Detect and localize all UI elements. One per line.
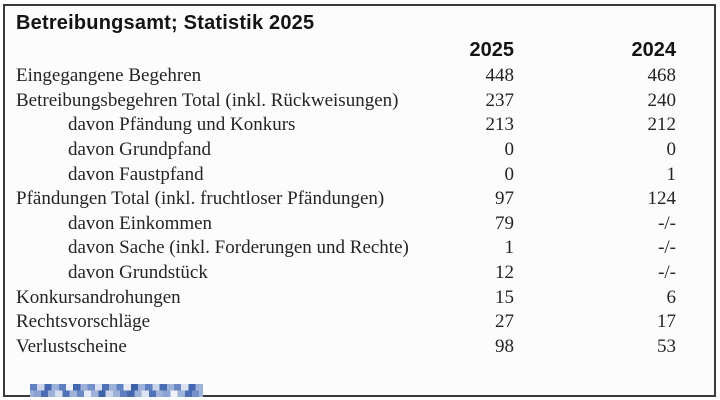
table-row: davon Einkommen 79 -/- (5, 212, 714, 237)
table-row: davon Pfändung und Konkurs 213 212 (5, 113, 714, 138)
value-2024: 124 (647, 188, 677, 210)
value-2024: 240 (647, 89, 677, 111)
column-header-row: 2025 2024 (5, 38, 714, 63)
row-label: Betreibungsbegehren Total (inkl. Rückwei… (16, 89, 399, 111)
row-label: Eingegangene Begehren (16, 65, 202, 86)
row-label: Verlustscheine (16, 336, 127, 358)
value-2025: 79 (495, 212, 514, 234)
table-row: davon Sache (inkl. Forderungen und Recht… (5, 236, 714, 261)
value-2024: 212 (647, 114, 677, 136)
value-2025: 98 (495, 336, 514, 358)
row-label: davon Pfändung und Konkurs (68, 114, 296, 136)
table-row: davon Grundpfand 0 0 (5, 138, 714, 163)
value-2025: 0 (504, 163, 515, 185)
value-2025: 0 (504, 138, 515, 160)
column-header-2024: 2024 (631, 39, 677, 61)
table-row: Pfändungen Total (inkl. fruchtloser Pfän… (5, 187, 714, 212)
table-row: Verlustscheine 98 53 (5, 335, 714, 360)
value-2025: 448 (485, 65, 515, 86)
value-2024: -/- (658, 237, 676, 259)
value-2025: 97 (495, 188, 514, 210)
table-title: Betreibungsamt; Statistik 2025 (16, 12, 315, 34)
value-2024: 468 (647, 65, 677, 86)
table-frame: Betreibungsamt; Statistik 2025 2025 2024… (3, 4, 716, 397)
column-header-2025: 2025 (469, 39, 515, 61)
row-label: davon Grundstück (68, 262, 208, 284)
value-2024: -/- (658, 262, 676, 284)
row-label: Konkursandrohungen (16, 286, 181, 308)
table-body: Eingegangene Begehren 448 468 Betreibung… (5, 64, 714, 360)
table-row: Konkursandrohungen 15 6 (5, 286, 714, 311)
table-row: Eingegangene Begehren 448 468 (5, 64, 714, 89)
row-label: davon Faustpfand (68, 163, 204, 185)
row-label: davon Einkommen (68, 212, 213, 234)
value-2025: 1 (504, 237, 515, 259)
value-2024: 17 (657, 311, 676, 333)
value-2025: 237 (485, 89, 515, 111)
value-2024: 6 (666, 286, 677, 308)
row-label: davon Sache (inkl. Forderungen und Recht… (68, 237, 409, 259)
value-2025: 12 (495, 262, 514, 284)
value-2024: 0 (666, 138, 677, 160)
table-row: davon Grundstück 12 -/- (5, 261, 714, 286)
table-row: Betreibungsbegehren Total (inkl. Rückwei… (5, 89, 714, 114)
value-2025: 15 (495, 286, 514, 308)
value-2025: 27 (495, 311, 514, 333)
row-label: Rechtsvorschläge (16, 311, 151, 333)
pixelated-redaction-mosaic (30, 384, 203, 397)
value-2024: 1 (666, 163, 677, 185)
value-2024: -/- (658, 212, 676, 234)
table-row: davon Faustpfand 0 1 (5, 163, 714, 188)
pixelated-redaction (30, 384, 203, 397)
value-2024: 53 (657, 336, 676, 358)
row-label: davon Grundpfand (68, 138, 211, 160)
row-label: Pfändungen Total (inkl. fruchtloser Pfän… (16, 188, 385, 210)
table-row: Rechtsvorschläge 27 17 (5, 310, 714, 335)
value-2025: 213 (485, 114, 515, 136)
